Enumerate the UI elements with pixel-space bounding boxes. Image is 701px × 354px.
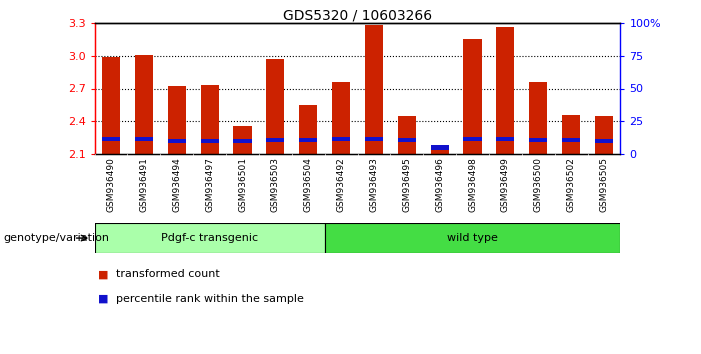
Bar [299, 138, 318, 142]
Bar [325, 223, 620, 253]
Bar [463, 137, 482, 141]
Bar [463, 39, 482, 154]
Text: wild type: wild type [447, 233, 498, 243]
Bar [529, 138, 547, 142]
Bar [332, 137, 350, 141]
Bar [200, 139, 219, 143]
Text: GSM936492: GSM936492 [336, 157, 346, 211]
Bar [102, 57, 120, 154]
Text: GSM936501: GSM936501 [238, 157, 247, 212]
Text: GSM936498: GSM936498 [468, 157, 477, 212]
Text: GSM936496: GSM936496 [435, 157, 444, 212]
Text: GSM936491: GSM936491 [139, 157, 149, 212]
Text: GSM936497: GSM936497 [205, 157, 214, 212]
Text: GSM936499: GSM936499 [501, 157, 510, 212]
Bar [200, 85, 219, 154]
Bar [135, 137, 153, 141]
Text: GSM936500: GSM936500 [533, 157, 543, 212]
Bar [529, 82, 547, 154]
Bar [397, 116, 416, 154]
Text: GDS5320 / 10603266: GDS5320 / 10603266 [283, 9, 432, 23]
Bar [430, 145, 449, 150]
Text: transformed count: transformed count [116, 269, 219, 279]
Bar [562, 115, 580, 154]
Bar [562, 138, 580, 142]
Text: GSM936495: GSM936495 [402, 157, 411, 212]
Bar [95, 223, 325, 253]
Text: GSM936505: GSM936505 [599, 157, 608, 212]
Bar [332, 82, 350, 154]
Bar [595, 139, 613, 143]
Bar [266, 138, 285, 142]
Bar [496, 137, 515, 141]
Bar [397, 138, 416, 142]
Text: GSM936494: GSM936494 [172, 157, 182, 211]
Text: Pdgf-c transgenic: Pdgf-c transgenic [161, 233, 258, 243]
Bar [430, 149, 449, 154]
Text: GSM936502: GSM936502 [566, 157, 576, 212]
Bar [266, 59, 285, 154]
Bar [168, 139, 186, 143]
Bar [102, 137, 120, 141]
Text: percentile rank within the sample: percentile rank within the sample [116, 294, 304, 304]
Text: GSM936503: GSM936503 [271, 157, 280, 212]
Text: GSM936490: GSM936490 [107, 157, 116, 212]
Text: genotype/variation: genotype/variation [4, 233, 109, 243]
Bar [233, 126, 252, 154]
Bar [168, 86, 186, 154]
Bar [299, 105, 318, 154]
Bar [595, 116, 613, 154]
Text: GSM936504: GSM936504 [304, 157, 313, 212]
Bar [365, 137, 383, 141]
Text: ■: ■ [98, 269, 109, 279]
Text: GSM936493: GSM936493 [369, 157, 379, 212]
Bar [365, 25, 383, 154]
Bar [135, 55, 153, 154]
Text: ■: ■ [98, 294, 109, 304]
Bar [233, 139, 252, 143]
Bar [496, 27, 515, 154]
